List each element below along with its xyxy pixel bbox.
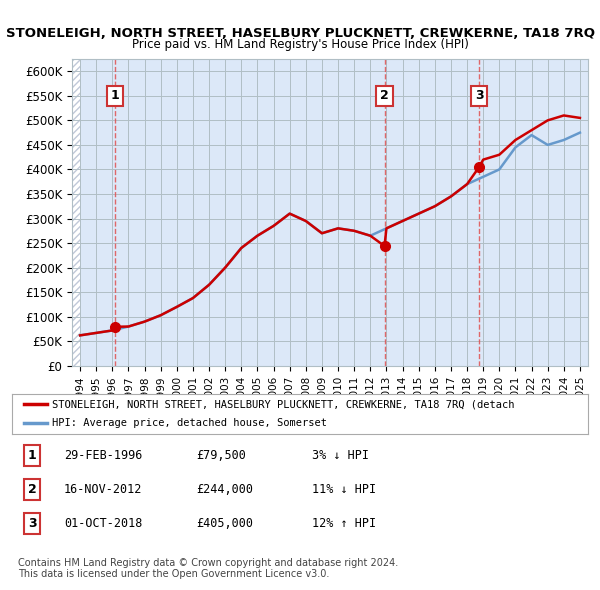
Text: 1: 1 [110, 89, 119, 102]
Text: STONELEIGH, NORTH STREET, HASELBURY PLUCKNETT, CREWKERNE, TA18 7RQ (detach: STONELEIGH, NORTH STREET, HASELBURY PLUC… [52, 399, 515, 409]
Text: 29-FEB-1996: 29-FEB-1996 [64, 449, 142, 462]
Text: 2: 2 [380, 89, 389, 102]
Text: 11% ↓ HPI: 11% ↓ HPI [311, 483, 376, 496]
Text: HPI: Average price, detached house, Somerset: HPI: Average price, detached house, Some… [52, 418, 328, 428]
Text: £244,000: £244,000 [196, 483, 253, 496]
Bar [72, 59, 80, 366]
Text: 16-NOV-2012: 16-NOV-2012 [64, 483, 142, 496]
Text: 1: 1 [28, 449, 37, 462]
Text: Price paid vs. HM Land Registry's House Price Index (HPI): Price paid vs. HM Land Registry's House … [131, 38, 469, 51]
Text: 01-OCT-2018: 01-OCT-2018 [64, 517, 142, 530]
Text: £79,500: £79,500 [196, 449, 246, 462]
Text: STONELEIGH, NORTH STREET, HASELBURY PLUCKNETT, CREWKERNE, TA18 7RQ: STONELEIGH, NORTH STREET, HASELBURY PLUC… [5, 27, 595, 40]
Text: 3: 3 [475, 89, 484, 102]
Text: Contains HM Land Registry data © Crown copyright and database right 2024.
This d: Contains HM Land Registry data © Crown c… [18, 558, 398, 579]
Text: £405,000: £405,000 [196, 517, 253, 530]
Text: 3: 3 [28, 517, 37, 530]
Text: 2: 2 [28, 483, 37, 496]
Text: 12% ↑ HPI: 12% ↑ HPI [311, 517, 376, 530]
Text: 3% ↓ HPI: 3% ↓ HPI [311, 449, 368, 462]
